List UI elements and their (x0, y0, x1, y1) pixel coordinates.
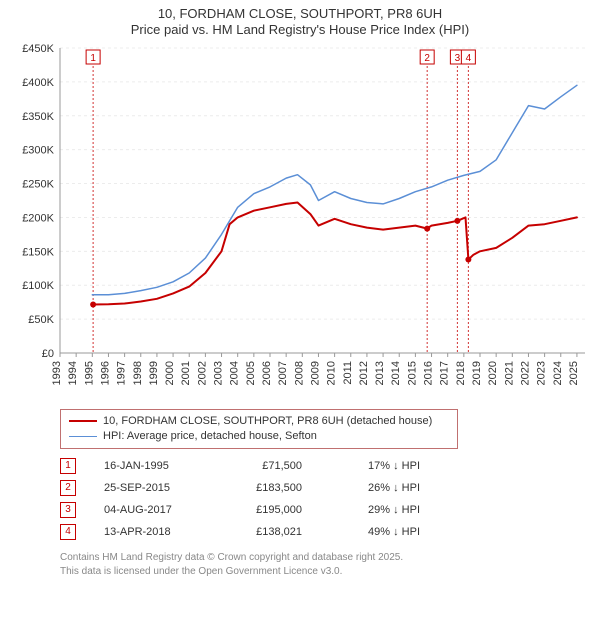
svg-text:2022: 2022 (519, 361, 531, 385)
legend-swatch (69, 420, 97, 422)
svg-text:1999: 1999 (148, 361, 160, 385)
transaction-row: 1 16-JAN-1995 £71,500 17% ↓ HPI (60, 455, 590, 477)
title-line1: 10, FORDHAM CLOSE, SOUTHPORT, PR8 6UH (10, 6, 590, 22)
svg-text:2018: 2018 (455, 361, 467, 385)
footer-line1: Contains HM Land Registry data © Crown c… (60, 551, 580, 565)
svg-text:2009: 2009 (309, 361, 321, 385)
svg-text:4: 4 (466, 53, 472, 64)
transaction-marker: 2 (60, 480, 76, 496)
svg-text:2019: 2019 (471, 361, 483, 385)
svg-text:£50K: £50K (28, 314, 54, 326)
svg-text:£250K: £250K (22, 178, 54, 190)
svg-text:1998: 1998 (132, 361, 144, 385)
svg-text:1997: 1997 (116, 361, 128, 385)
footer-attribution: Contains HM Land Registry data © Crown c… (60, 551, 580, 578)
transaction-marker: 3 (60, 502, 76, 518)
footer-line2: This data is licensed under the Open Gov… (60, 565, 580, 579)
svg-text:£400K: £400K (22, 76, 54, 88)
svg-text:2006: 2006 (261, 361, 273, 385)
svg-text:2013: 2013 (374, 361, 386, 385)
svg-text:1996: 1996 (99, 361, 111, 385)
svg-text:2004: 2004 (229, 361, 241, 385)
svg-text:1994: 1994 (67, 361, 79, 385)
legend-label: 10, FORDHAM CLOSE, SOUTHPORT, PR8 6UH (d… (103, 414, 432, 429)
legend-label: HPI: Average price, detached house, Seft… (103, 429, 317, 444)
svg-text:2007: 2007 (277, 361, 289, 385)
svg-text:£0: £0 (42, 348, 54, 360)
svg-text:2: 2 (424, 53, 430, 64)
legend-item: HPI: Average price, detached house, Seft… (69, 429, 449, 444)
svg-text:2023: 2023 (536, 361, 548, 385)
transaction-price: £138,021 (222, 526, 302, 538)
legend-swatch (69, 436, 97, 437)
svg-text:2010: 2010 (326, 361, 338, 385)
transaction-vs-hpi: 26% ↓ HPI (330, 482, 420, 494)
svg-text:2020: 2020 (487, 361, 499, 385)
transaction-row: 2 25-SEP-2015 £183,500 26% ↓ HPI (60, 477, 590, 499)
svg-text:2005: 2005 (245, 361, 257, 385)
svg-text:1: 1 (90, 53, 96, 64)
svg-text:1995: 1995 (83, 361, 95, 385)
svg-text:2017: 2017 (439, 361, 451, 385)
svg-text:2016: 2016 (423, 361, 435, 385)
svg-text:2012: 2012 (358, 361, 370, 385)
transaction-date: 25-SEP-2015 (104, 482, 194, 494)
transaction-date: 13-APR-2018 (104, 526, 194, 538)
svg-text:2024: 2024 (552, 361, 564, 385)
svg-text:2001: 2001 (180, 361, 192, 385)
chart-legend: 10, FORDHAM CLOSE, SOUTHPORT, PR8 6UH (d… (60, 409, 458, 450)
transaction-vs-hpi: 17% ↓ HPI (330, 460, 420, 472)
svg-text:3: 3 (455, 53, 461, 64)
chart-svg: £0 £50K £100K £150K £200K £250K £300K £350K £400… (10, 43, 590, 403)
transaction-vs-hpi: 49% ↓ HPI (330, 526, 420, 538)
svg-text:2015: 2015 (406, 361, 418, 385)
legend-item: 10, FORDHAM CLOSE, SOUTHPORT, PR8 6UH (d… (69, 414, 449, 429)
transaction-date: 04-AUG-2017 (104, 504, 194, 516)
svg-text:2000: 2000 (164, 361, 176, 385)
svg-text:£300K: £300K (22, 144, 54, 156)
transaction-vs-hpi: 29% ↓ HPI (330, 504, 420, 516)
svg-text:2008: 2008 (293, 361, 305, 385)
svg-text:2002: 2002 (196, 361, 208, 385)
svg-text:£200K: £200K (22, 212, 54, 224)
svg-text:2014: 2014 (390, 361, 402, 385)
price-chart: £0 £50K £100K £150K £200K £250K £300K £350K £400… (10, 43, 590, 403)
transaction-marker: 1 (60, 458, 76, 474)
transaction-row: 4 13-APR-2018 £138,021 49% ↓ HPI (60, 521, 590, 543)
transaction-date: 16-JAN-1995 (104, 460, 194, 472)
svg-text:£450K: £450K (22, 43, 54, 55)
transaction-marker: 4 (60, 524, 76, 540)
svg-text:£100K: £100K (22, 280, 54, 292)
svg-text:£350K: £350K (22, 110, 54, 122)
transactions-table: 1 16-JAN-1995 £71,500 17% ↓ HPI 2 25-SEP-2015… (60, 455, 590, 543)
svg-text:2011: 2011 (342, 361, 354, 385)
chart-title: 10, FORDHAM CLOSE, SOUTHPORT, PR8 6UH Pr… (10, 6, 590, 39)
title-line2: Price paid vs. HM Land Registry's House … (10, 22, 590, 38)
svg-text:2003: 2003 (213, 361, 225, 385)
svg-text:1993: 1993 (51, 361, 63, 385)
svg-text:2021: 2021 (503, 361, 515, 385)
transaction-price: £71,500 (222, 460, 302, 472)
svg-text:£150K: £150K (22, 246, 54, 258)
transaction-row: 3 04-AUG-2017 £195,000 29% ↓ HPI (60, 499, 590, 521)
transaction-price: £183,500 (222, 482, 302, 494)
transaction-price: £195,000 (222, 504, 302, 516)
svg-text:2025: 2025 (568, 361, 580, 385)
